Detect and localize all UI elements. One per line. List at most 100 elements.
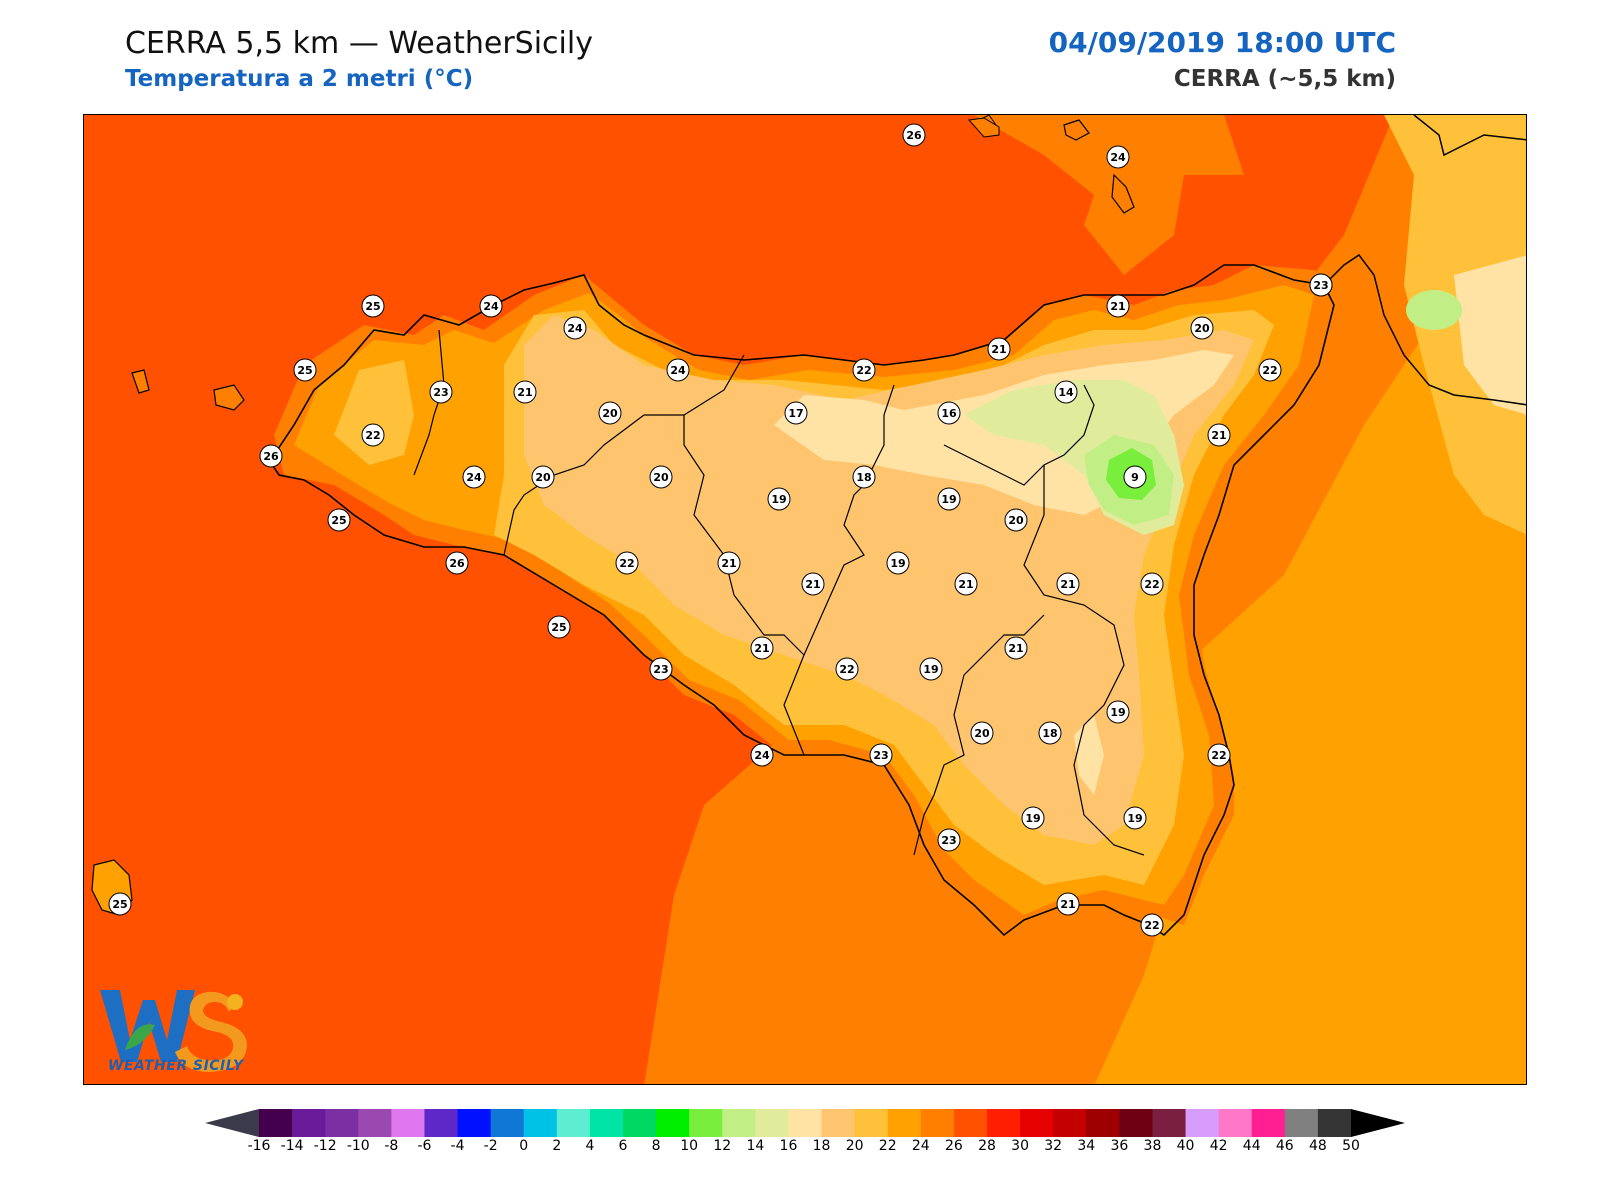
station-marker: 25 [327,508,351,532]
colorbar-cell [589,1109,624,1137]
logo-leaf [125,1024,155,1050]
station-value: 20 [1008,514,1024,527]
station-marker-circle [886,551,910,575]
colorbar-tick-label: 26 [944,1138,963,1154]
station-marker: 26 [902,123,926,147]
station-marker: 20 [970,721,994,745]
colorbar-tick-label: -10 [346,1138,370,1154]
station-value: 21 [1008,642,1023,655]
colorbar-tick-label: 28 [978,1138,996,1154]
station-marker-circle [361,423,385,447]
model-label: CERRA (~5,5 km) [1173,66,1396,92]
station-value: 21 [721,557,736,570]
colorbar-cell [755,1109,789,1137]
island-vulcano [1111,173,1135,214]
island-egadi-2 [213,384,245,411]
colorbar-cell [854,1109,889,1137]
temperature-colorbar [205,1109,1405,1137]
station-marker: 20 [649,465,673,489]
colorbar-cell [1317,1109,1352,1137]
station-marker: 24 [750,743,774,767]
station-marker-circle [513,380,537,404]
colorbar-cell [987,1109,1021,1137]
station-value: 17 [788,407,803,420]
colorbar-cell [358,1109,392,1137]
station-value: 24 [1110,151,1126,164]
colorbar-tick-label: 16 [779,1138,798,1154]
station-value: 24 [483,300,499,313]
colorbar-tick-label: 38 [1143,1138,1162,1154]
station-value: 23 [433,386,448,399]
station-value: 21 [517,386,532,399]
station-value: 22 [619,557,634,570]
station-value: 16 [941,407,957,420]
colorbar-cell [1020,1109,1054,1137]
colorbar-cell [689,1109,723,1137]
logo-s [175,991,247,1072]
colorbar-cell [259,1109,293,1137]
station-value: 19 [890,557,905,570]
station-marker-circle [615,551,639,575]
station-marker: 25 [108,892,132,916]
station-marker: 22 [361,423,385,447]
station-marker-circle [1140,572,1164,596]
colorbar-tick-label: -4 [450,1138,465,1154]
station-value: 25 [331,514,346,527]
colorbar-tick-label: -12 [313,1138,337,1154]
colorbar-cell [953,1109,988,1137]
colorbar-tick-label: 36 [1110,1138,1129,1154]
station-marker-circle [1140,913,1164,937]
station-marker: 19 [1021,806,1045,830]
station-marker: 21 [1056,572,1080,596]
colorbar-cell [623,1109,657,1137]
station-marker: 24 [1106,145,1130,169]
station-marker-circle [445,551,469,575]
logo-text: WEATHER SICILY [108,1058,244,1074]
station-value: 18 [856,471,871,484]
station-marker-circle [937,828,961,852]
colorbar-tick-label: 48 [1308,1138,1327,1154]
colorbar-tick-label: 10 [680,1138,699,1154]
colorbar-tick-label: -2 [483,1138,498,1154]
station-marker: 23 [649,657,673,681]
colorbar-tick-label: -8 [384,1138,399,1154]
station-marker-circle [717,551,741,575]
station-marker-circle [1054,380,1078,404]
station-marker: 21 [1106,294,1130,318]
station-marker-circle [563,316,587,340]
station-marker: 19 [886,551,910,575]
station-marker: 19 [767,487,791,511]
station-marker: 19 [937,487,961,511]
station-marker-circle [937,487,961,511]
station-value: 19 [941,493,956,506]
station-marker-circle [835,657,859,681]
station-marker: 19 [1123,806,1147,830]
station-marker: 21 [750,636,774,660]
colorbar-cell [1218,1109,1253,1137]
colorbar-tick-label: 12 [713,1138,732,1154]
station-marker-circle [970,721,994,745]
station-marker: 24 [563,316,587,340]
station-marker-circle [666,358,690,382]
colorbar-tick-label: 0 [519,1138,529,1154]
station-marker: 16 [937,401,961,425]
station-marker: 24 [462,465,486,489]
coastline [267,264,1335,937]
station-marker: 19 [1106,700,1130,724]
station-marker-circle [259,444,283,468]
colorbar-tick-label: 20 [845,1138,864,1154]
island-egadi-1 [131,369,150,394]
station-marker: 21 [1056,892,1080,916]
station-value: 22 [1144,919,1159,932]
south-sea-gradient [1234,815,1526,1084]
valid-datetime: 04/09/2019 18:00 UTC [1048,26,1396,59]
station-marker: 26 [259,444,283,468]
station-value: 24 [466,471,482,484]
station-marker-circle [649,657,673,681]
station-marker: 22 [835,657,859,681]
colorbar-tick-label: 46 [1275,1138,1294,1154]
station-value: 20 [1194,322,1210,335]
colorbar-cell [821,1109,856,1137]
station-marker: 21 [717,551,741,575]
station-marker-circle [1207,743,1231,767]
